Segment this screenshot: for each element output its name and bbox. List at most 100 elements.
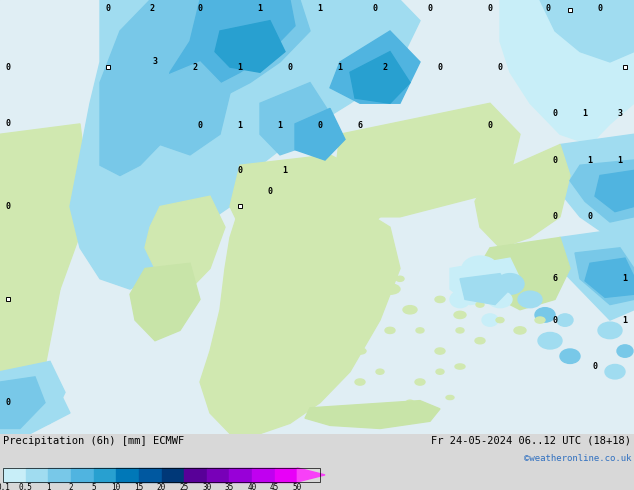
Polygon shape bbox=[330, 31, 420, 103]
Text: 0: 0 bbox=[552, 316, 557, 324]
Ellipse shape bbox=[304, 378, 316, 386]
Bar bbox=[3, 468, 25, 482]
Polygon shape bbox=[560, 227, 634, 320]
Polygon shape bbox=[0, 392, 40, 434]
Text: 0: 0 bbox=[6, 120, 11, 128]
Text: 0: 0 bbox=[488, 122, 493, 130]
Bar bbox=[230, 468, 252, 482]
Polygon shape bbox=[450, 258, 520, 305]
Text: 15: 15 bbox=[134, 484, 143, 490]
Bar bbox=[48, 468, 71, 482]
Ellipse shape bbox=[557, 314, 573, 326]
Polygon shape bbox=[70, 0, 420, 289]
Ellipse shape bbox=[450, 291, 470, 308]
Text: 0: 0 bbox=[427, 4, 432, 13]
Text: 1: 1 bbox=[583, 109, 588, 118]
Polygon shape bbox=[500, 0, 634, 145]
Ellipse shape bbox=[281, 388, 299, 396]
Text: 25: 25 bbox=[179, 484, 189, 490]
Ellipse shape bbox=[435, 348, 445, 354]
Ellipse shape bbox=[403, 306, 417, 314]
Text: 1: 1 bbox=[623, 274, 628, 283]
Text: 0: 0 bbox=[198, 122, 202, 130]
Text: 0: 0 bbox=[552, 109, 557, 118]
Text: 1: 1 bbox=[623, 316, 628, 324]
Text: 1: 1 bbox=[618, 155, 623, 165]
Polygon shape bbox=[165, 0, 295, 119]
Text: 2: 2 bbox=[193, 63, 198, 72]
Ellipse shape bbox=[456, 328, 464, 333]
Text: 0: 0 bbox=[588, 212, 593, 221]
Polygon shape bbox=[550, 134, 634, 238]
Polygon shape bbox=[145, 196, 225, 289]
Text: 0: 0 bbox=[488, 4, 493, 13]
Text: 50: 50 bbox=[293, 484, 302, 490]
Ellipse shape bbox=[354, 348, 366, 354]
Text: 0: 0 bbox=[105, 4, 110, 13]
Ellipse shape bbox=[353, 306, 368, 314]
Polygon shape bbox=[475, 145, 570, 248]
Polygon shape bbox=[335, 103, 520, 217]
Ellipse shape bbox=[454, 311, 466, 318]
Text: Precipitation (6h) [mm] ECMWF: Precipitation (6h) [mm] ECMWF bbox=[3, 436, 184, 446]
Polygon shape bbox=[575, 248, 634, 305]
Ellipse shape bbox=[436, 369, 444, 374]
Polygon shape bbox=[460, 273, 510, 305]
Text: 0: 0 bbox=[498, 63, 503, 72]
Ellipse shape bbox=[475, 338, 485, 344]
Polygon shape bbox=[200, 196, 400, 434]
Polygon shape bbox=[297, 468, 325, 482]
Text: 1: 1 bbox=[278, 122, 283, 130]
Text: 2: 2 bbox=[68, 484, 74, 490]
Bar bbox=[252, 468, 275, 482]
Bar bbox=[116, 468, 139, 482]
Ellipse shape bbox=[538, 333, 562, 349]
Polygon shape bbox=[570, 160, 634, 222]
Polygon shape bbox=[260, 83, 330, 155]
Ellipse shape bbox=[617, 345, 633, 357]
Text: 0: 0 bbox=[198, 4, 202, 13]
Ellipse shape bbox=[416, 328, 424, 333]
Polygon shape bbox=[0, 372, 70, 434]
Ellipse shape bbox=[476, 302, 484, 307]
Bar bbox=[25, 468, 48, 482]
Polygon shape bbox=[350, 51, 410, 103]
Text: 0: 0 bbox=[597, 4, 602, 13]
Polygon shape bbox=[305, 401, 440, 428]
Polygon shape bbox=[230, 155, 390, 248]
Text: 30: 30 bbox=[202, 484, 211, 490]
Text: 0.5: 0.5 bbox=[19, 484, 32, 490]
Text: 0: 0 bbox=[6, 63, 11, 72]
Polygon shape bbox=[0, 377, 45, 428]
Polygon shape bbox=[295, 108, 345, 160]
Text: 3: 3 bbox=[153, 57, 157, 67]
Ellipse shape bbox=[496, 273, 524, 294]
Bar bbox=[162, 468, 184, 482]
Ellipse shape bbox=[355, 379, 365, 385]
Text: 1: 1 bbox=[588, 155, 593, 165]
Text: 10: 10 bbox=[112, 484, 121, 490]
Bar bbox=[184, 468, 207, 482]
Bar bbox=[71, 468, 94, 482]
Ellipse shape bbox=[514, 327, 526, 334]
Bar bbox=[3, 468, 320, 482]
Text: 1: 1 bbox=[283, 166, 287, 175]
Bar bbox=[139, 468, 162, 482]
Polygon shape bbox=[475, 238, 570, 310]
Ellipse shape bbox=[385, 327, 395, 334]
Ellipse shape bbox=[332, 368, 347, 376]
Text: 0: 0 bbox=[268, 187, 273, 196]
Ellipse shape bbox=[304, 295, 316, 304]
Ellipse shape bbox=[427, 406, 433, 410]
Text: 1: 1 bbox=[337, 63, 342, 72]
Text: 45: 45 bbox=[270, 484, 280, 490]
Ellipse shape bbox=[488, 291, 512, 308]
Ellipse shape bbox=[342, 285, 358, 293]
Text: 1: 1 bbox=[238, 63, 242, 72]
Ellipse shape bbox=[598, 322, 622, 339]
Ellipse shape bbox=[380, 284, 400, 294]
Text: 0: 0 bbox=[437, 63, 443, 72]
Ellipse shape bbox=[406, 400, 414, 405]
Text: 0: 0 bbox=[238, 166, 242, 175]
Text: 5: 5 bbox=[91, 484, 96, 490]
